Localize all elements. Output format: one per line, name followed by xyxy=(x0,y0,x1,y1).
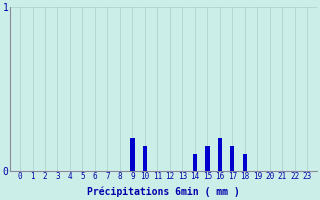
Bar xyxy=(143,146,147,171)
Bar xyxy=(193,154,197,171)
X-axis label: Précipitations 6min ( mm ): Précipitations 6min ( mm ) xyxy=(87,187,240,197)
Bar xyxy=(130,138,135,171)
Bar xyxy=(243,154,247,171)
Bar xyxy=(218,138,222,171)
Bar xyxy=(205,146,210,171)
Bar xyxy=(230,146,235,171)
